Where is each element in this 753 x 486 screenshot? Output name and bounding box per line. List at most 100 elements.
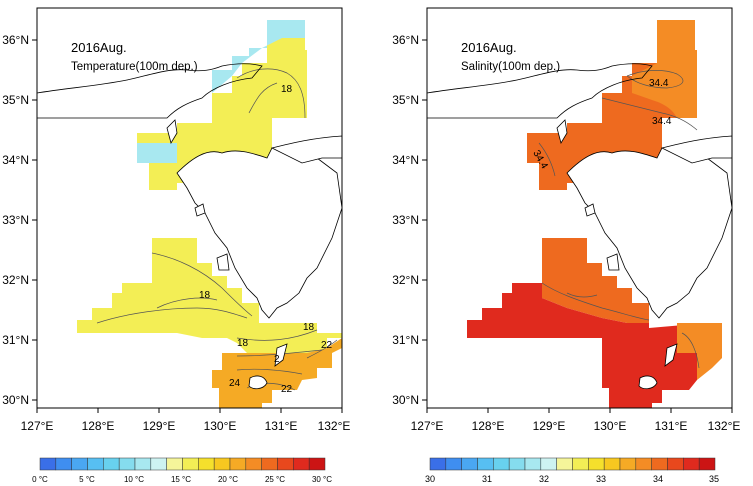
- x-tick-label: 129°E: [533, 419, 566, 433]
- contour-label: 2: [274, 354, 280, 365]
- colorbar-swatch: [572, 457, 589, 471]
- salinity-frame: [426, 7, 733, 409]
- contour-label: 18: [281, 84, 293, 95]
- salinity-y-labels: 36°N 35°N 34°N 33°N 32°N 31°N 30°N: [392, 33, 419, 407]
- colorbar-swatch: [461, 457, 478, 471]
- colorbar-swatch: [118, 457, 136, 471]
- temperature-fill-cool-north: [212, 20, 305, 93]
- contour-label: 34.4: [652, 116, 672, 127]
- temperature-fill-south: [77, 238, 342, 353]
- colorbar-swatch: [261, 457, 278, 471]
- y-tick-label: 32°N: [392, 273, 419, 287]
- temperature-x-labels: 127°E 128°E 129°E 130°E 131°E 132°E: [21, 419, 351, 433]
- colorbar-swatch: [524, 457, 542, 471]
- salinity-colorbar: 30 31 32 33 34 35: [425, 457, 719, 484]
- contour-label: 18: [199, 290, 211, 301]
- y-tick-label: 34°N: [2, 153, 29, 167]
- contour-label: 34.4: [649, 78, 669, 89]
- colorbar-label: 34: [653, 474, 663, 484]
- colorbar-swatch: [71, 457, 88, 471]
- temperature-land: [37, 63, 342, 390]
- temperature-colorbar: 0 °C 5 °C 10 °C 15 °C 20 °C 25 °C 30 °C: [32, 457, 332, 484]
- amakusa-island: [216, 253, 230, 271]
- colorbar-label: 10 °C: [124, 475, 144, 484]
- x-tick-label: 132°E: [708, 419, 741, 433]
- salinity-panel: 2016Aug. Salinity(100m dep.) 34.4 34.4 3…: [392, 7, 741, 433]
- goto-islands: [584, 203, 596, 217]
- colorbar-label: 30: [425, 474, 435, 484]
- colorbar-label: 15 °C: [171, 475, 191, 484]
- salinity-fill-east: [677, 323, 722, 380]
- colorbar-swatch: [87, 457, 104, 471]
- yakushima-island: [638, 375, 658, 390]
- contour-label: 18: [237, 338, 249, 349]
- colorbar-swatch: [429, 457, 447, 471]
- salinity-contours: [538, 70, 700, 369]
- colorbar-swatch: [588, 457, 605, 471]
- tsushima-island: [556, 119, 568, 145]
- temperature-colorbar-labels: 0 °C 5 °C 10 °C 15 °C 20 °C 25 °C 30 °C: [32, 475, 332, 484]
- contour-label: 24: [229, 378, 241, 389]
- y-tick-label: 36°N: [392, 33, 419, 47]
- salinity-fill-south: [542, 238, 649, 323]
- colorbar-swatch: [603, 457, 621, 471]
- y-tick-label: 30°N: [2, 393, 29, 407]
- temperature-fill-warm: [212, 338, 342, 408]
- x-tick-label: 132°E: [318, 419, 351, 433]
- colorbar-label: 5 °C: [79, 475, 95, 484]
- y-tick-label: 32°N: [2, 273, 29, 287]
- tanegashima-island: [274, 343, 288, 367]
- colorbar-label: 30 °C: [312, 475, 332, 484]
- x-tick-label: 127°E: [411, 419, 444, 433]
- salinity-subtitle: Salinity(100m dep.): [461, 61, 560, 73]
- x-tick-label: 129°E: [143, 419, 176, 433]
- salinity-colorbar-labels: 30 31 32 33 34 35: [425, 474, 719, 484]
- x-tick-label: 128°E: [472, 419, 505, 433]
- colorbar-label: 20 °C: [218, 475, 238, 484]
- temperature-fill-north: [137, 20, 307, 190]
- colorbar-swatch: [166, 457, 183, 471]
- colorbar-label: 35: [709, 474, 719, 484]
- colorbar-swatch: [635, 457, 652, 471]
- colorbar-label: 25 °C: [265, 475, 285, 484]
- colorbar-swatches: [39, 457, 326, 471]
- y-tick-label: 35°N: [2, 93, 29, 107]
- tanegashima-island: [664, 343, 678, 367]
- colorbar-swatch: [308, 457, 326, 471]
- salinity-ticks: [422, 39, 733, 413]
- y-tick-label: 31°N: [2, 333, 29, 347]
- colorbar-label: 32: [539, 474, 549, 484]
- contour-label: 18: [303, 322, 315, 333]
- colorbar-swatch: [198, 457, 215, 471]
- colorbar-swatch: [134, 457, 152, 471]
- contour-label: 22: [281, 384, 293, 395]
- colorbar-swatch: [651, 457, 668, 471]
- y-tick-label: 31°N: [392, 333, 419, 347]
- colorbar-swatch: [698, 457, 716, 471]
- colorbar-swatch: [493, 457, 510, 471]
- x-tick-label: 130°E: [594, 419, 627, 433]
- colorbar-swatch: [540, 457, 557, 471]
- temperature-subtitle: Temperature(100m dep.): [71, 61, 198, 73]
- colorbar-swatch: [293, 457, 310, 471]
- colorbar-swatch: [229, 457, 247, 471]
- goto-islands: [194, 203, 206, 217]
- y-tick-label: 33°N: [2, 213, 29, 227]
- yakushima-island: [248, 375, 268, 390]
- colorbar-swatch: [445, 457, 462, 471]
- salinity-fill-north: [527, 20, 697, 190]
- korea-coast: [37, 63, 263, 119]
- temperature-fill-cool-west: [137, 143, 177, 163]
- colorbar-swatch: [683, 457, 700, 471]
- colorbar-swatch: [55, 457, 72, 471]
- colorbar-swatch: [39, 457, 57, 471]
- colorbar-swatches: [429, 457, 716, 471]
- colorbar-swatch: [182, 457, 199, 471]
- colorbar-swatch: [619, 457, 637, 471]
- temperature-title: 2016Aug.: [71, 40, 127, 55]
- salinity-title: 2016Aug.: [461, 40, 517, 55]
- y-tick-label: 33°N: [392, 213, 419, 227]
- contour-label: 22: [321, 340, 333, 351]
- x-tick-label: 130°E: [204, 419, 237, 433]
